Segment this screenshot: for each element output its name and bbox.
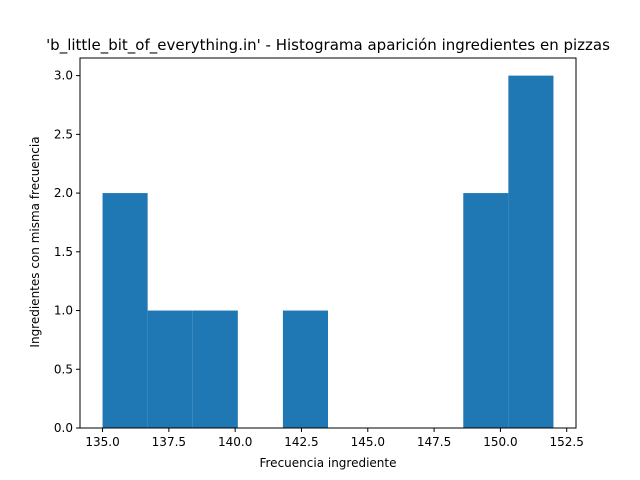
x-tick-label: 150.0 bbox=[483, 435, 517, 449]
y-tick-label: 2.0 bbox=[54, 186, 73, 200]
histogram-bar bbox=[147, 310, 193, 428]
x-tick-label: 147.5 bbox=[417, 435, 451, 449]
histogram-bars bbox=[102, 75, 554, 428]
histogram-bar bbox=[192, 310, 238, 428]
y-tick-label: 2.5 bbox=[54, 127, 73, 141]
y-tick-label: 3.0 bbox=[54, 69, 73, 83]
y-tick-label: 0.5 bbox=[54, 362, 73, 376]
plot-frame bbox=[79, 57, 577, 429]
x-tick-label: 135.0 bbox=[85, 435, 119, 449]
histogram-bar bbox=[282, 310, 328, 428]
x-tick-label: 152.5 bbox=[550, 435, 584, 449]
y-tick-label: 1.5 bbox=[54, 245, 73, 259]
x-axis-label: Frecuencia ingrediente bbox=[259, 456, 396, 470]
y-tick-label: 0.0 bbox=[54, 421, 73, 435]
x-tick-label: 142.5 bbox=[284, 435, 318, 449]
histogram-bar bbox=[102, 193, 148, 428]
y-axis-label: Ingredientes con misma frecuencia bbox=[28, 136, 42, 347]
x-tick-label: 137.5 bbox=[152, 435, 186, 449]
x-axis-ticks: 135.0 137.5 140.0 142.5 145.0 147.5 150.0 152.5 bbox=[85, 428, 584, 449]
y-tick-label: 1.0 bbox=[54, 304, 73, 318]
y-axis-ticks: 0.0 0.5 1.0 1.5 2.0 2.5 3.0 bbox=[54, 69, 80, 435]
x-tick-label: 140.0 bbox=[218, 435, 252, 449]
histogram-bar bbox=[508, 75, 554, 428]
chart-title: 'b_little_bit_of_everything.in' - Histog… bbox=[46, 36, 610, 55]
histogram-bar bbox=[463, 193, 509, 428]
x-tick-label: 145.0 bbox=[351, 435, 385, 449]
